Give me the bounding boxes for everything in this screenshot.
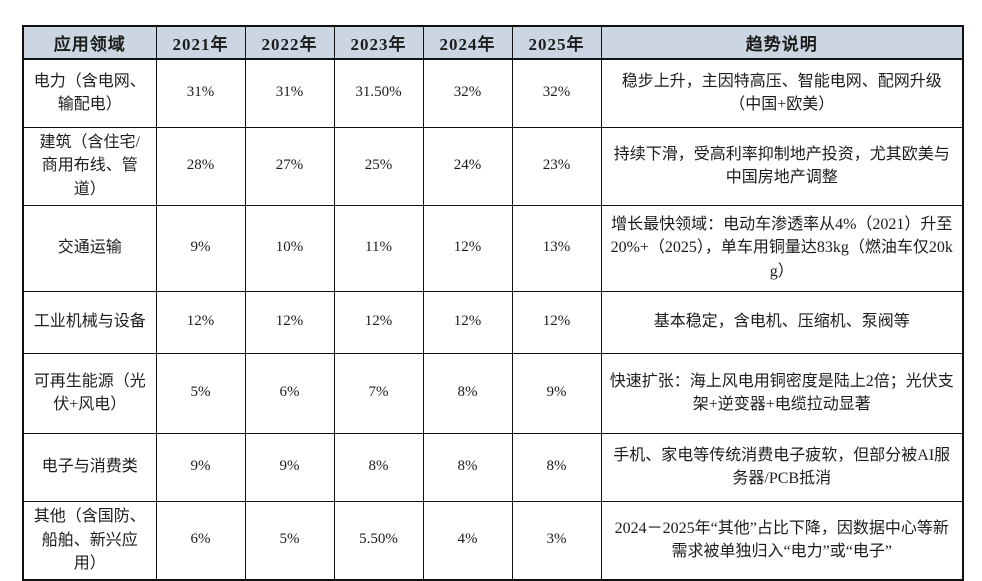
value-cell: 7% <box>333 352 424 434</box>
trend-cell: 快速扩张：海上风电用铜密度是陆上2倍；光伏支架+逆变器+电缆拉动显著 <box>600 352 964 434</box>
value-cell: 9% <box>511 352 602 434</box>
col-header-2023: 2023年 <box>333 25 424 60</box>
value-cell: 5.50% <box>333 500 424 581</box>
col-header-trend-notes: 趋势说明 <box>600 25 964 60</box>
document-page: 应用领域 2021年 2022年 2023年 2024年 2025年 趋势说明 … <box>0 25 982 581</box>
area-cell: 可再生能源（光伏+风电） <box>22 352 157 434</box>
table-row: 电力（含电网、输配电） 31% 31% 31.50% 32% 32% 稳步上升，主因特高压、… <box>22 58 964 128</box>
area-cell: 电力（含电网、输配电） <box>22 58 157 128</box>
value-cell: 6% <box>244 352 335 434</box>
value-cell: 31% <box>155 58 246 128</box>
trend-cell: 2024－2025年“其他”占比下降，因数据中心等新需求被单独归入“电力”或“电… <box>600 500 964 581</box>
value-cell: 12% <box>422 204 513 292</box>
value-cell: 24% <box>422 126 513 206</box>
trend-cell: 增长最快领域：电动车渗透率从4%（2021）升至20%+（2025），单车用铜量… <box>600 204 964 292</box>
table-row: 建筑（含住宅/商用布线、管道） 28% 27% 25% 24% 23% 持续下滑，受高利率抑… <box>22 126 964 206</box>
value-cell: 12% <box>511 290 602 354</box>
value-cell: 11% <box>333 204 424 292</box>
value-cell: 9% <box>244 432 335 502</box>
table-row: 交通运输 9% 10% 11% 12% 13% 增长最快领域：电动车渗透率从4%（2021）… <box>22 204 964 292</box>
value-cell: 28% <box>155 126 246 206</box>
area-cell: 其他（含国防、船舶、新兴应用） <box>22 500 157 581</box>
trend-cell: 手机、家电等传统消费电子疲软，但部分被AI服务器/PCB抵消 <box>600 432 964 502</box>
value-cell: 6% <box>155 500 246 581</box>
trend-cell: 稳步上升，主因特高压、智能电网、配网升级（中国+欧美） <box>600 58 964 128</box>
table-row: 电子与消费类 9% 9% 8% 8% 8% 手机、家电等传统消费电子疲软，但部分被AI服务器… <box>22 432 964 502</box>
value-cell: 23% <box>511 126 602 206</box>
value-cell: 25% <box>333 126 424 206</box>
value-cell: 31.50% <box>333 58 424 128</box>
col-header-2021: 2021年 <box>155 25 246 60</box>
value-cell: 31% <box>244 58 335 128</box>
value-cell: 9% <box>155 204 246 292</box>
area-cell: 工业机械与设备 <box>22 290 157 354</box>
table-row: 可再生能源（光伏+风电） 5% 6% 7% 8% 9% 快速扩张：海上风电用铜密度是陆上2倍… <box>22 352 964 434</box>
value-cell: 3% <box>511 500 602 581</box>
value-cell: 10% <box>244 204 335 292</box>
area-cell: 电子与消费类 <box>22 432 157 502</box>
value-cell: 8% <box>422 352 513 434</box>
value-cell: 8% <box>422 432 513 502</box>
value-cell: 12% <box>422 290 513 354</box>
value-cell: 9% <box>155 432 246 502</box>
copper-demand-by-sector-table: 应用领域 2021年 2022年 2023年 2024年 2025年 趋势说明 … <box>22 25 964 581</box>
value-cell: 32% <box>511 58 602 128</box>
value-cell: 12% <box>244 290 335 354</box>
trend-cell: 持续下滑，受高利率抑制地产投资，尤其欧美与中国房地产调整 <box>600 126 964 206</box>
table-row: 其他（含国防、船舶、新兴应用） 6% 5% 5.50% 4% 3% 2024－2025年“其… <box>22 500 964 581</box>
value-cell: 8% <box>333 432 424 502</box>
value-cell: 32% <box>422 58 513 128</box>
value-cell: 12% <box>333 290 424 354</box>
col-header-2022: 2022年 <box>244 25 335 60</box>
value-cell: 4% <box>422 500 513 581</box>
trend-cell: 基本稳定，含电机、压缩机、泵阀等 <box>600 290 964 354</box>
area-cell: 交通运输 <box>22 204 157 292</box>
col-header-2024: 2024年 <box>422 25 513 60</box>
value-cell: 27% <box>244 126 335 206</box>
value-cell: 12% <box>155 290 246 354</box>
col-header-application-area: 应用领域 <box>22 25 157 60</box>
value-cell: 5% <box>155 352 246 434</box>
table-row: 工业机械与设备 12% 12% 12% 12% 12% 基本稳定，含电机、压缩机、泵阀等 <box>22 290 964 354</box>
value-cell: 13% <box>511 204 602 292</box>
col-header-2025: 2025年 <box>511 25 602 60</box>
value-cell: 8% <box>511 432 602 502</box>
area-cell: 建筑（含住宅/商用布线、管道） <box>22 126 157 206</box>
header-row: 应用领域 2021年 2022年 2023年 2024年 2025年 趋势说明 <box>22 25 964 60</box>
value-cell: 5% <box>244 500 335 581</box>
